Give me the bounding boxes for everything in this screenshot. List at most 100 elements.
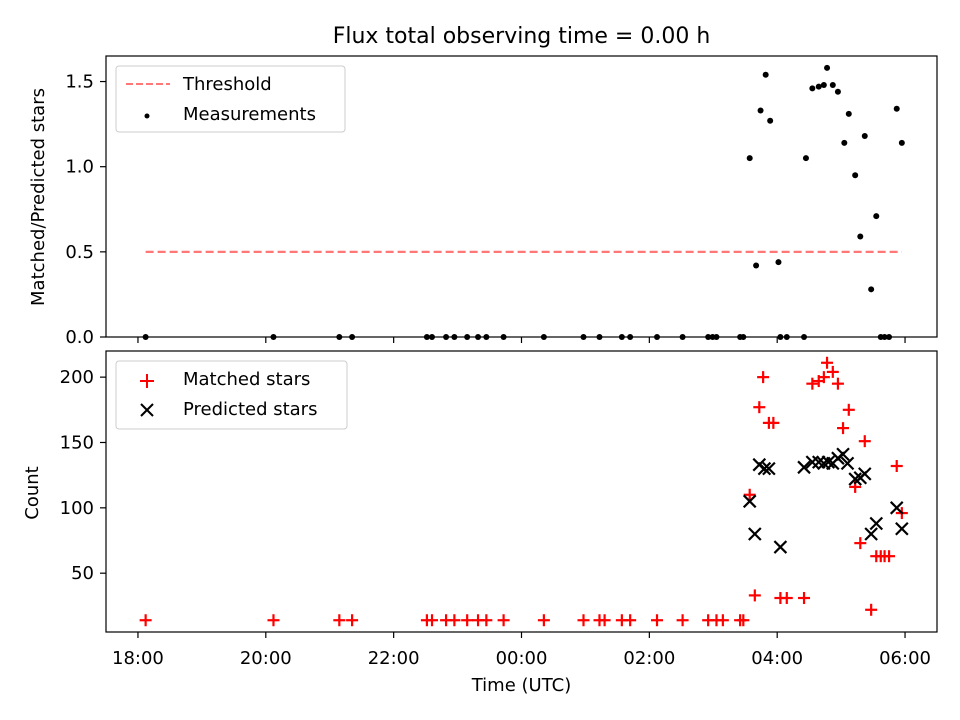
predicted-stars-point (869, 516, 884, 531)
predicted-stars-point (742, 494, 757, 509)
x-tick-label: 02:00 (623, 648, 675, 669)
measurements-point (845, 110, 852, 117)
predicted-stars-point (895, 521, 909, 536)
matched-stars-point (346, 614, 359, 627)
matched-stars-point (890, 460, 903, 473)
predicted-stars-point (748, 527, 762, 541)
predicted-stars-point (889, 501, 904, 515)
count-y-axis: 50 100 150 200 (60, 367, 106, 584)
measurements-point (820, 81, 827, 88)
predicted-legend-swatch (140, 403, 154, 417)
matched-stars-point (842, 403, 855, 416)
count-legend: Matched stars Predicted stars (115, 360, 348, 430)
measurements-point (809, 85, 816, 92)
matched-stars-point (865, 603, 878, 616)
matched-legend-swatch (140, 374, 154, 388)
ratio-y-tick-label: 0.0 (65, 327, 94, 348)
measurements-point (834, 88, 841, 95)
matched-stars-point (139, 614, 152, 627)
matched-stars-point (448, 614, 461, 627)
measurements-point (767, 117, 774, 124)
count-y-tick-label: 50 (71, 563, 94, 584)
matched-stars-point (748, 589, 761, 602)
x-tick-label: 18:00 (112, 648, 164, 669)
predicted-stars-point (840, 456, 855, 471)
count-legend-frame (115, 360, 348, 430)
measurements-point (757, 107, 764, 114)
measurements-point (857, 233, 864, 240)
x-tick-label: 20:00 (240, 648, 292, 669)
matched-stars-point (333, 614, 346, 627)
matched-stars-point (737, 614, 750, 627)
measurements-point (873, 213, 880, 220)
matched-stars-point (577, 614, 590, 627)
ratio-y-tick-label: 1.5 (65, 72, 94, 93)
matched-stars-point (780, 592, 793, 605)
matched-stars-point (854, 537, 867, 550)
matched-stars-point (767, 416, 780, 429)
matched-stars-point (753, 401, 766, 414)
matched-stars-point (716, 614, 729, 627)
measurements-point (893, 105, 900, 112)
measurements-point (775, 259, 782, 266)
x-tick-label: 04:00 (751, 648, 803, 669)
x-tick-label: 00:00 (496, 648, 548, 669)
measurements-point (815, 83, 822, 90)
measurements-point (753, 262, 760, 269)
panel-ratio: 0.0 0.5 1.0 1.5 Matched/Predicted stars Thr… (28, 55, 938, 348)
matched-stars-point (426, 614, 439, 627)
predicted-stars-point (797, 460, 811, 475)
matched-stars-point (480, 614, 493, 627)
measurements-point (762, 71, 769, 78)
matched-stars-point (858, 435, 871, 448)
predicted-stars-point (836, 447, 850, 462)
x-tick-label: 06:00 (879, 648, 931, 669)
ratio-y-tick-label: 0.5 (65, 242, 94, 263)
predicted-stars-point (757, 461, 772, 476)
measurements-point (802, 155, 809, 162)
matched-stars-point (676, 614, 689, 627)
count-marks (139, 356, 909, 627)
count-y-tick-label: 200 (60, 367, 94, 388)
count-x-axis: 18:00 20:00 22:00 00:00 02:00 04:00 06:00 (112, 632, 931, 669)
predicted-stars-point (864, 527, 878, 541)
matched-stars-point (826, 365, 839, 378)
predicted-stars-point (857, 467, 872, 481)
matched-stars-point (461, 614, 474, 627)
predicted-stars-point (821, 455, 836, 469)
measurements-point (852, 172, 859, 179)
matched-stars-point (757, 371, 770, 384)
predicted-legend-label: Predicted stars (183, 399, 317, 420)
count-y-label: Count (22, 466, 43, 519)
matched-stars-point (267, 614, 280, 627)
matched-stars-point (883, 550, 896, 563)
ratio-y-axis: 0.0 0.5 1.0 1.5 (65, 72, 106, 348)
measurements-legend-label: Measurements (183, 104, 316, 125)
measurements-point (861, 133, 868, 140)
count-y-tick-label: 100 (60, 498, 94, 519)
ratio-y-tick-label: 1.0 (65, 157, 94, 178)
count-y-tick-label: 150 (60, 432, 94, 453)
x-tick-label: 22:00 (368, 648, 420, 669)
predicted-stars-point (811, 455, 826, 469)
ratio-y-label: Matched/Predicted stars (28, 88, 49, 306)
measurements-point (824, 64, 831, 71)
measurements-legend-swatch (144, 113, 150, 119)
matched-stars-point (831, 377, 844, 390)
chart-title: Flux total observing time = 0.00 h (333, 24, 711, 49)
ratio-x-axis (137, 337, 906, 343)
matched-stars-point (651, 614, 664, 627)
measurements-point (868, 286, 875, 293)
matched-stars-point (798, 592, 811, 605)
matched-stars-point (537, 614, 550, 627)
matched-stars-point (624, 614, 637, 627)
ratio-legend-frame (115, 65, 346, 133)
matched-stars-point (598, 614, 611, 627)
matched-stars-point (821, 356, 834, 369)
predicted-stars-point (773, 540, 788, 554)
matched-legend-label: Matched stars (183, 369, 310, 390)
ratio-legend: Threshold Measurements (115, 65, 346, 133)
panel-count: 50 100 150 200 18:00 20:00 22:00 00:00 02:00 04:… (22, 350, 938, 669)
predicted-stars-point (762, 461, 776, 476)
